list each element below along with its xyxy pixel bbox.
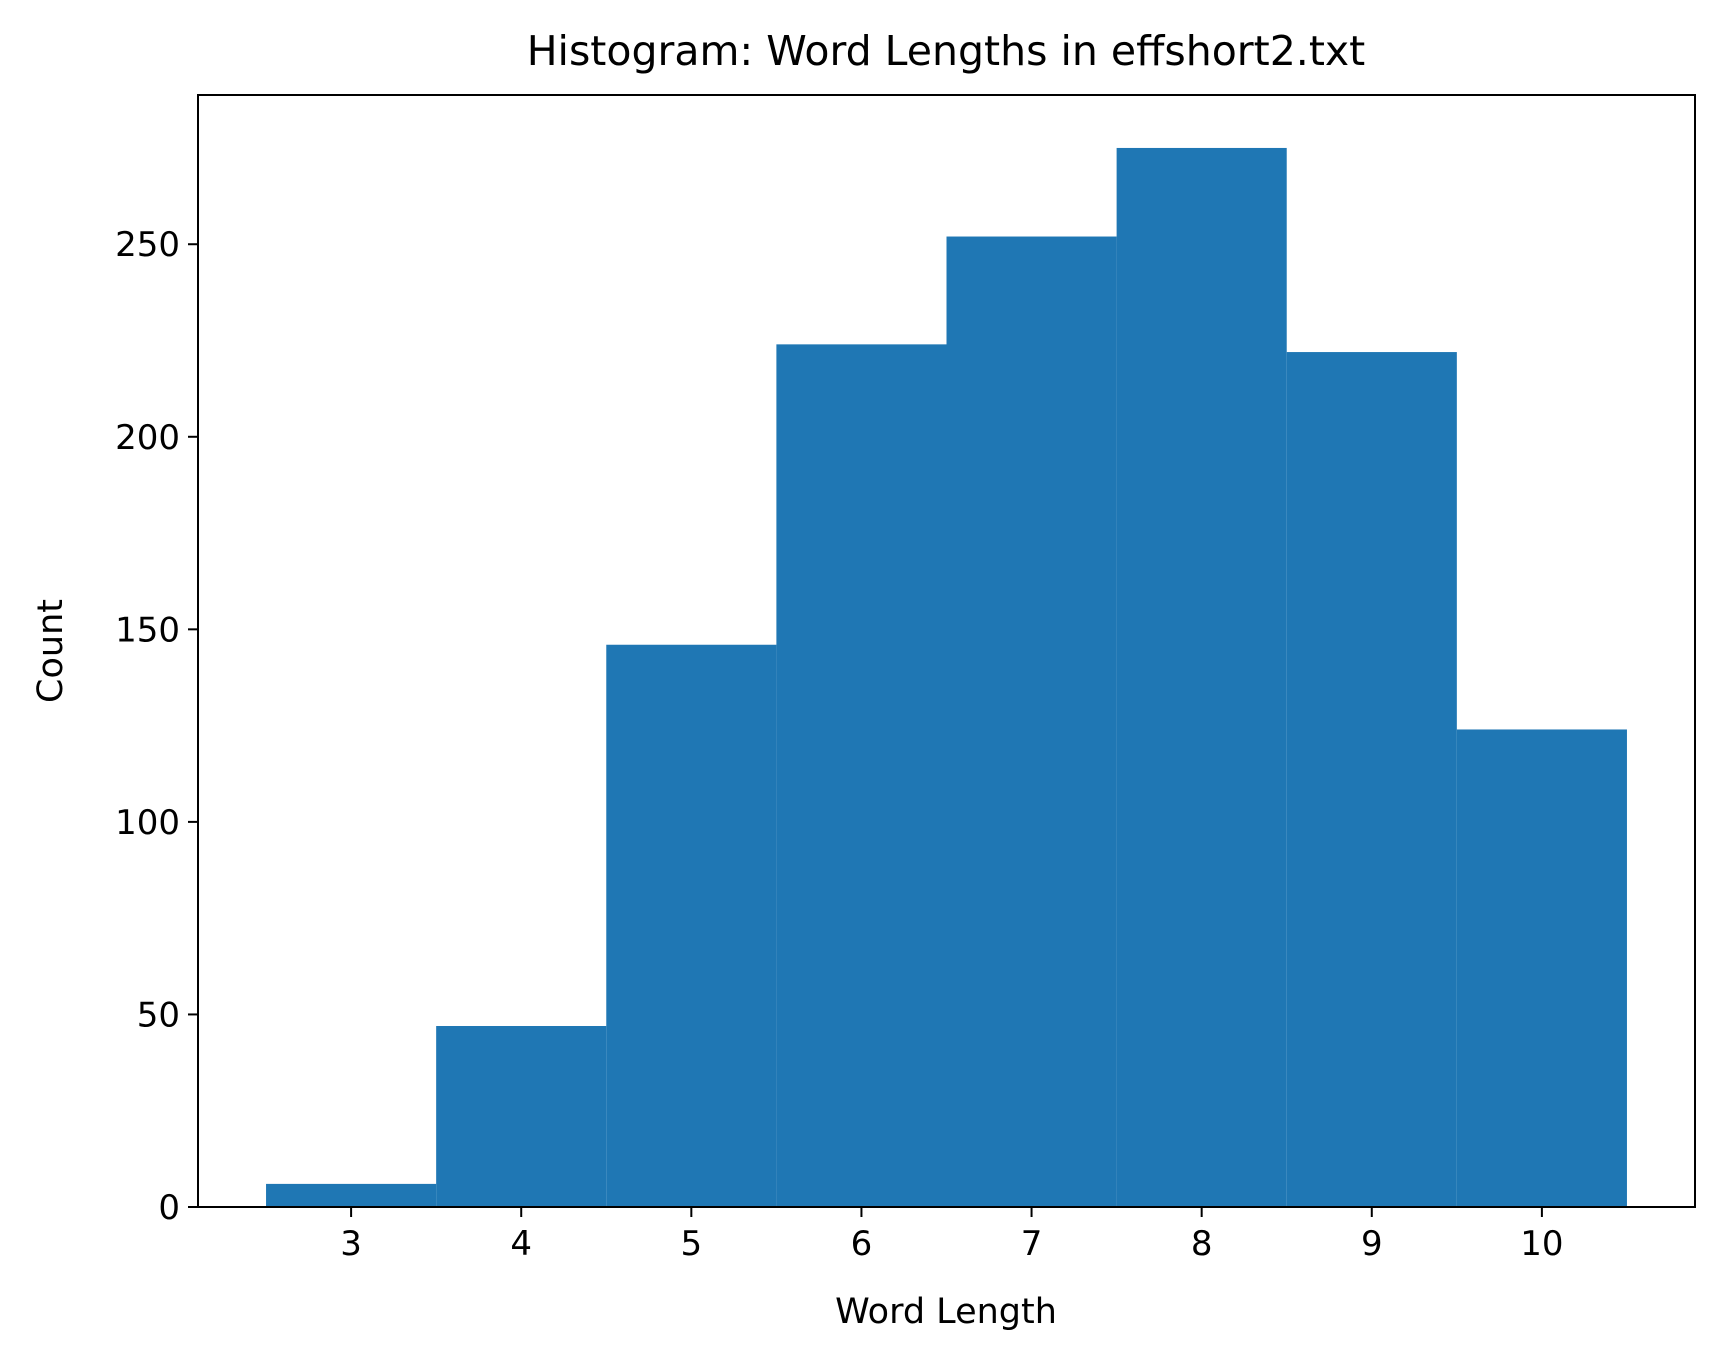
x-axis-ticks: 3 4 5 6 7 8 9 10 [340, 1207, 1564, 1264]
y-tick-label-5: 250 [115, 225, 180, 265]
x-tick-label-0: 3 [340, 1224, 362, 1264]
x-tick-label-1: 4 [510, 1224, 532, 1264]
histogram-bar-5 [1116, 147, 1287, 1207]
histogram-bar-2 [606, 644, 777, 1207]
y-tick-label-2: 100 [115, 803, 180, 843]
bars-group [266, 147, 1627, 1208]
histogram-bar-3 [776, 344, 947, 1208]
x-tick-label-4: 7 [1021, 1224, 1043, 1264]
x-axis-label: Word Length [835, 1292, 1057, 1332]
y-axis-ticks: 0 50 100 150 200 250 [115, 225, 198, 1228]
x-tick-label-2: 5 [681, 1224, 703, 1264]
x-tick-label-6: 9 [1361, 1224, 1383, 1264]
histogram-bar-1 [436, 1025, 607, 1207]
y-tick-label-4: 200 [115, 418, 180, 458]
histogram-bar-6 [1286, 352, 1457, 1207]
y-axis-label: Count [31, 599, 71, 703]
x-tick-label-7: 10 [1520, 1224, 1563, 1264]
histogram-bar-7 [1456, 729, 1627, 1207]
histogram-bar-0 [266, 1183, 437, 1207]
chart-title: Histogram: Word Lengths in effshort2.txt [527, 27, 1366, 75]
histogram-bar-4 [946, 236, 1117, 1207]
y-tick-label-0: 0 [158, 1188, 180, 1228]
plot-area-frame [197, 94, 1696, 1208]
y-tick-label-3: 150 [115, 610, 180, 650]
x-tick-label-3: 6 [851, 1224, 873, 1264]
y-tick-label-1: 50 [137, 995, 180, 1035]
x-tick-label-5: 8 [1191, 1224, 1213, 1264]
